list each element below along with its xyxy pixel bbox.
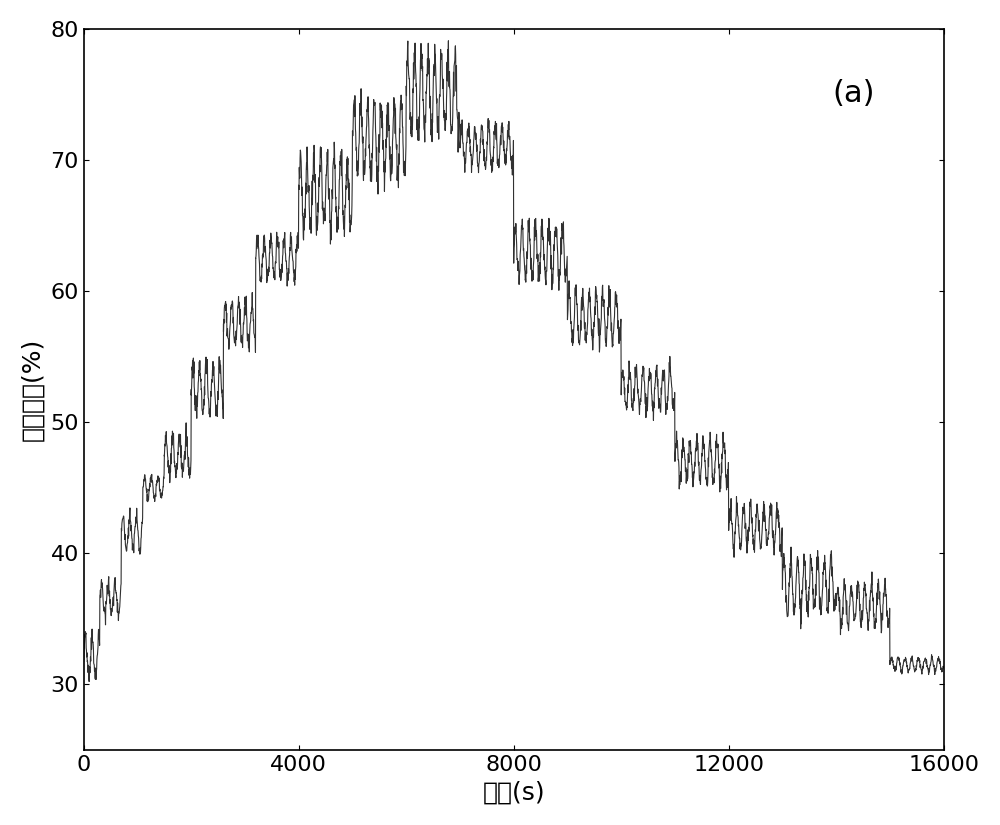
Y-axis label: 相对湿度(%): 相对湿度(%): [21, 337, 45, 441]
Text: (a): (a): [832, 79, 874, 108]
X-axis label: 时间(s): 时间(s): [482, 780, 545, 804]
